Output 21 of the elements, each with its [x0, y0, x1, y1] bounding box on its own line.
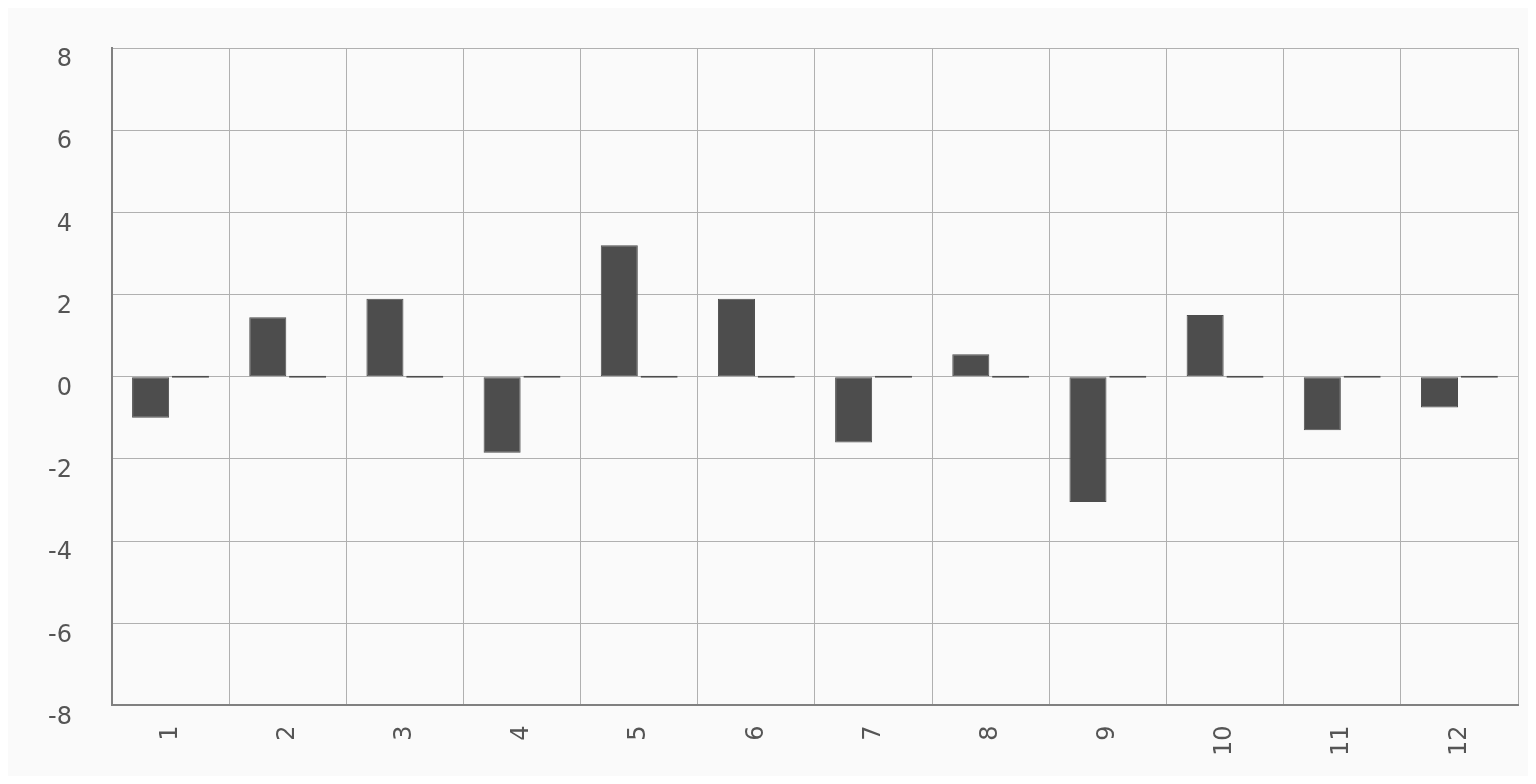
y-tick-label: -6: [47, 619, 72, 648]
y-tick-label: -8: [47, 701, 72, 730]
x-tick-label: 11: [1326, 725, 1355, 757]
x-tick-label: 8: [974, 725, 1003, 741]
x-tick-label: 4: [506, 725, 535, 741]
x-tick-label: 7: [857, 725, 886, 741]
x-tick-label: 1: [154, 725, 183, 741]
y-tick-label: 6: [56, 126, 72, 155]
y-tick-label: -4: [47, 537, 72, 566]
y-tick-label: 0: [56, 372, 72, 401]
x-tick-label: 5: [623, 725, 652, 741]
y-tick-label: 8: [56, 44, 72, 73]
x-tick-label: 12: [1443, 725, 1472, 757]
y-tick-label: 2: [56, 290, 72, 319]
x-tick-label: 10: [1209, 725, 1238, 757]
y-tick-label: -2: [47, 455, 72, 484]
x-tick-label: 9: [1092, 725, 1121, 741]
x-tick-label: 6: [740, 725, 769, 741]
x-tick-label: 3: [389, 725, 418, 741]
x-tick-label: 2: [271, 725, 300, 741]
y-tick-label: 4: [56, 208, 72, 237]
